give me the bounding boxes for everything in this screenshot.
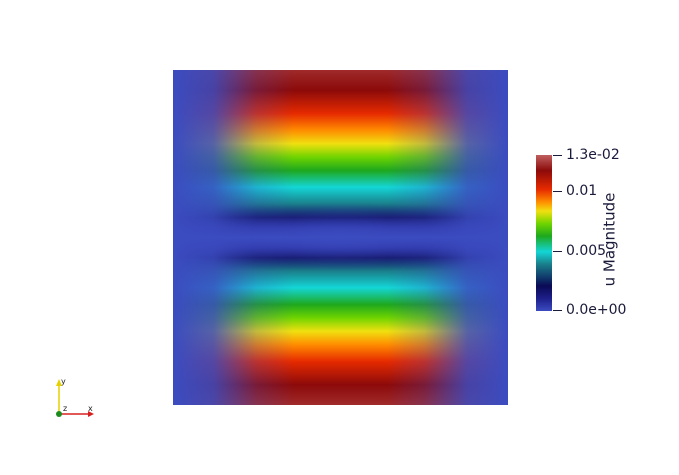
colorbar-label-0-01: 0.01 [566,183,598,199]
colorbar-tick-max [553,155,562,156]
colorbar-gradient [536,155,552,311]
axis-x-label: x [88,404,93,413]
colorbar-title: u Magnitude [600,192,619,287]
colorbar-label-min: 0.0e+00 [566,302,627,318]
colorbar: 1.3e-02 0.01 0.005 0.0e+00 [536,148,666,318]
colorbar-label-max: 1.3e-02 [566,147,620,163]
colorbar-tick-min [553,310,562,311]
colorbar-tick-0-005 [553,251,562,252]
colorbar-label-0-005: 0.005 [566,243,607,259]
colorbar-tick-0-01 [553,191,562,192]
axis-y-label: y [61,377,66,386]
axis-z-label: z [63,404,68,413]
orientation-axes: y z x [48,376,100,421]
magnitude-plot [173,70,508,405]
